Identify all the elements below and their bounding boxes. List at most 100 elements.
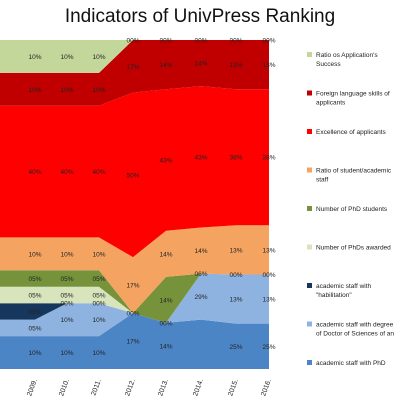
- data-label: 10%: [28, 350, 41, 357]
- data-label: 10%: [60, 87, 73, 94]
- data-label: 00%: [92, 301, 105, 308]
- data-label: 06%: [194, 271, 207, 278]
- legend-label: staff: [316, 177, 328, 184]
- legend-swatch: [307, 206, 312, 211]
- data-label: 29%: [194, 294, 207, 301]
- chart-title: Indicators of UnivPress Ranking: [64, 6, 336, 27]
- legend-label: Success: [316, 61, 341, 68]
- area-number-of-phds-awarded: [0, 273, 269, 323]
- area-ratio-os-application-s-success: [0, 40, 269, 73]
- legend-label: academic staff with degree: [316, 322, 394, 329]
- x-tick-label: 2010.: [58, 378, 71, 397]
- legend-swatch: [307, 244, 312, 250]
- legend-label: "habilitation": [316, 292, 352, 299]
- data-label: 14%: [194, 61, 207, 68]
- data-label: 40%: [92, 169, 105, 176]
- data-label-group: 10%10%10%10%17%14%25%25%05%05%10%10%00%0…: [28, 38, 275, 358]
- data-label: 38%: [229, 155, 242, 162]
- data-label: 10%: [28, 251, 41, 258]
- area-academic-staff-with-habilitation: [0, 273, 269, 323]
- data-label: 10%: [28, 54, 41, 61]
- data-label: 25%: [262, 344, 275, 351]
- legend-item-number-of-phd-students: Number of PhD students: [307, 206, 388, 213]
- data-label: 00%: [262, 272, 275, 279]
- data-label: 25%: [229, 344, 242, 351]
- data-label: 05%: [28, 309, 41, 316]
- data-label: 05%: [28, 293, 41, 300]
- data-label: 17%: [126, 283, 139, 290]
- data-label: 17%: [126, 64, 139, 71]
- data-label: 10%: [60, 317, 73, 324]
- data-label: 10%: [92, 54, 105, 61]
- x-tick-label: 2011.: [90, 378, 102, 396]
- data-label: 05%: [60, 293, 73, 300]
- data-label: 00%: [262, 38, 275, 45]
- legend-item-number-of-phds-awarded: Number of PhDs awarded: [307, 244, 391, 252]
- x-tick-label: 2013.: [157, 378, 170, 397]
- data-label: 05%: [92, 293, 105, 300]
- data-label: 14%: [159, 251, 172, 258]
- data-label: 14%: [159, 344, 172, 351]
- legend-item-foreign-language-skills-of-applicants: Foreign language skills of applicants: [307, 90, 390, 107]
- legend-item-academic-staff-with-habilitation: academic staff with "habilitation": [307, 283, 372, 299]
- data-label: 13%: [229, 297, 242, 304]
- data-label: 05%: [92, 276, 105, 283]
- data-label: 00%: [126, 311, 139, 318]
- data-label: 14%: [159, 297, 172, 304]
- data-label: 10%: [92, 317, 105, 324]
- area-number-of-phd-students: [0, 270, 269, 323]
- legend-item-excellence-of-applicants: Excellence of applicants: [307, 129, 386, 136]
- data-label: 13%: [229, 247, 242, 254]
- x-tick-label: 2016.: [260, 378, 273, 397]
- data-label: 10%: [92, 251, 105, 258]
- legend-item-ratio-os-application-s-success: Ratio os Application's Success: [307, 52, 378, 68]
- data-label: 50%: [126, 172, 139, 179]
- data-label: 17%: [126, 339, 139, 346]
- data-label: 05%: [28, 325, 41, 332]
- area-academic-staff-with-degree-of-doctor-of-sciences-of-an-academy-of-sciences: [0, 273, 269, 337]
- data-label: 38%: [262, 155, 275, 162]
- legend-label: of Doctor of Sciences of an: [316, 331, 394, 338]
- data-label: 00%: [229, 38, 242, 45]
- legend-item-academic-staff-with-phd: academic staff with PhD: [307, 360, 386, 367]
- data-label: 10%: [60, 350, 73, 357]
- area-academic-staff-with-phd: [0, 313, 269, 369]
- legend-label: Foreign language skills of: [316, 91, 390, 98]
- legend-label: applicants: [316, 100, 346, 107]
- data-label: 05%: [60, 276, 73, 283]
- data-label: 14%: [194, 248, 207, 255]
- legend-swatch: [307, 283, 312, 288]
- x-tick-label: 2014.: [192, 378, 205, 397]
- data-label: 00%: [126, 38, 139, 45]
- legend-swatch: [307, 129, 312, 134]
- data-label: 43%: [159, 158, 172, 165]
- data-label: 00%: [194, 38, 207, 45]
- area-ratio-of-student-academic-staff: [0, 225, 269, 314]
- legend-swatch: [307, 167, 312, 173]
- legend-swatch: [307, 90, 312, 96]
- legend-swatch: [307, 52, 312, 57]
- data-label: 40%: [28, 169, 41, 176]
- data-label: 10%: [92, 350, 105, 357]
- legend-label: Ratio of student/academic: [316, 168, 392, 175]
- legend-swatch: [307, 321, 312, 327]
- data-label: 10%: [28, 87, 41, 94]
- data-label: 00%: [229, 272, 242, 279]
- legend: Ratio os Application's Success Foreign lan…: [307, 52, 394, 367]
- data-label: 00%: [159, 320, 172, 327]
- data-label: 10%: [92, 87, 105, 94]
- area-excellence-of-applicants: [0, 86, 269, 258]
- legend-swatch: [307, 360, 312, 365]
- x-tick-label: 2012.: [124, 378, 137, 397]
- x-tick-label: 2009.: [26, 378, 39, 397]
- data-label: 05%: [28, 276, 41, 283]
- legend-label: Number of PhD students: [316, 206, 388, 213]
- data-label: 13%: [229, 62, 242, 69]
- data-label: 40%: [60, 169, 73, 176]
- x-axis-tick-group: 2009. 2010. 2011. 2012. 2013. 2014. 2015. 2016.: [26, 378, 273, 397]
- legend-label: academic staff with PhD: [316, 360, 386, 367]
- x-tick-label: 2015.: [227, 378, 240, 397]
- legend-label: Number of PhDs awarded: [316, 245, 391, 252]
